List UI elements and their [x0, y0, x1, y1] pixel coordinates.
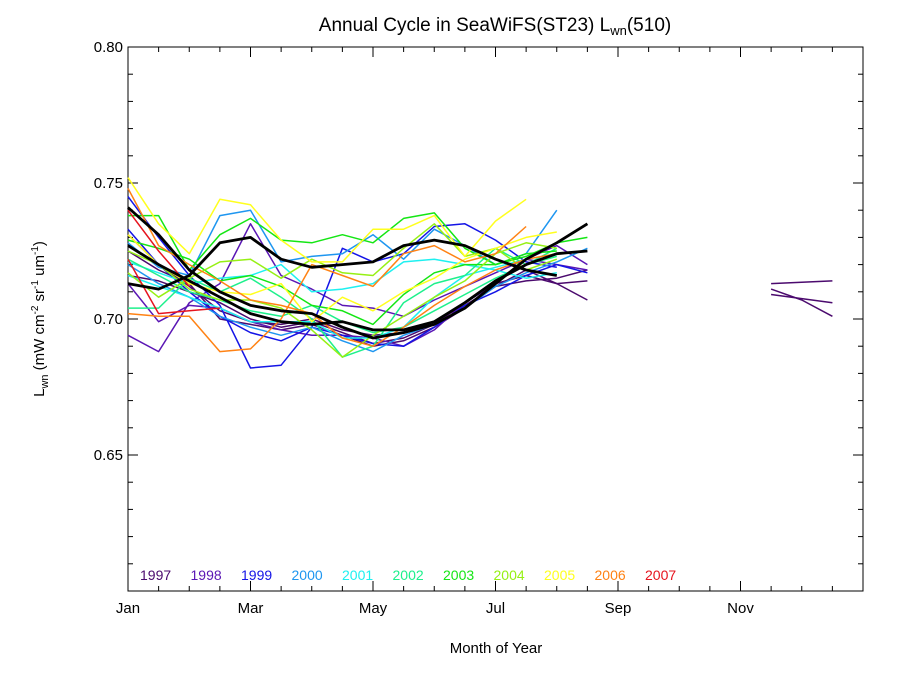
series-line: [127, 225, 527, 353]
series-line: [127, 177, 527, 263]
chart-title-subscript: wn: [609, 23, 627, 38]
legend-item: 2000: [292, 567, 323, 583]
y-axis-label-part: um: [31, 255, 48, 280]
x-tick-label: Sep: [605, 600, 632, 617]
y-tick-label: 0.70: [94, 311, 123, 328]
series-line: [770, 288, 833, 317]
series-line: [127, 258, 557, 293]
series-line: [127, 223, 558, 298]
legend: 1997 1998 1999 2000 2001 2002 2003 2004 2005 2006…: [140, 567, 676, 583]
axis-ticks: [127, 46, 864, 592]
chart-title: Annual Cycle in SeaWiFS(ST23) Lwn(510): [319, 15, 671, 38]
series-line: [127, 188, 557, 347]
x-tick-label: Nov: [727, 600, 754, 617]
y-tick-label: 0.75: [94, 175, 123, 192]
x-axis-label: Month of Year: [450, 640, 543, 657]
tick-labels: Jan Mar May Jul Sep Nov 0.65 0.70 0.75 0.80: [94, 39, 755, 617]
y-axis-label-part: ): [31, 241, 48, 246]
x-tick-label: Jul: [486, 600, 505, 617]
chart-title-main: Annual Cycle in SeaWiFS(ST23) L: [319, 15, 610, 36]
legend-item: 1999: [241, 567, 272, 583]
y-axis-label: Lwn (mW cm-2 sr-1 um-1): [30, 241, 51, 397]
legend-item: 2005: [544, 567, 575, 583]
legend-item: 2003: [443, 567, 474, 583]
series-line: [771, 280, 833, 285]
legend-item: 2007: [645, 567, 676, 583]
legend-item: 1997: [140, 567, 171, 583]
series-line: [127, 228, 588, 347]
y-axis-label-part: (mW cm: [31, 315, 48, 375]
legend-item: 2002: [393, 567, 424, 583]
legend-item: 1998: [191, 567, 222, 583]
x-tick-label: Jan: [116, 600, 140, 617]
series-line: [127, 244, 588, 332]
series-layer: [127, 177, 833, 369]
x-tick-label: Mar: [238, 600, 264, 617]
series-line: [127, 206, 589, 340]
series-line: [771, 293, 833, 304]
series-line: [127, 235, 558, 291]
y-tick-label: 0.65: [94, 447, 123, 464]
y-axis-label-part: sr: [31, 289, 48, 306]
chart-title-tail: (510): [627, 15, 671, 36]
x-tick-label: May: [359, 600, 388, 617]
y-axis-label-part: L: [31, 389, 48, 397]
series-line: [128, 212, 588, 271]
legend-item: 2006: [595, 567, 626, 583]
series-line: [127, 242, 557, 358]
legend-item: 2001: [342, 567, 373, 583]
legend-item: 2004: [494, 567, 525, 583]
y-axis-label-part: wn: [39, 374, 51, 389]
y-axis-label-part: -1: [30, 280, 41, 289]
y-axis-label-part: -2: [30, 305, 41, 314]
y-tick-label: 0.80: [94, 39, 123, 56]
plot-frame: [127, 46, 864, 592]
y-axis-label-part: -1: [30, 246, 41, 255]
series-line: [127, 250, 588, 347]
